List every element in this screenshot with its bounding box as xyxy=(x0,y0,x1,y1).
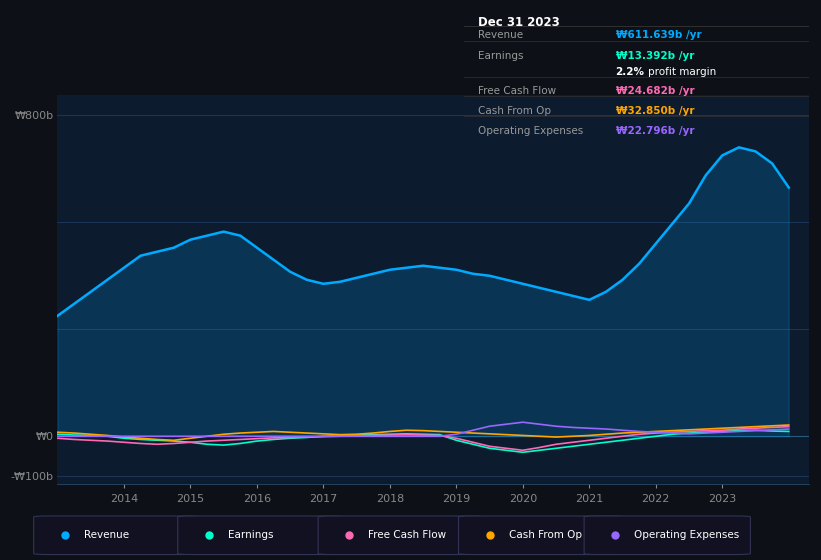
FancyBboxPatch shape xyxy=(319,516,484,554)
Text: ₩22.796b /yr: ₩22.796b /yr xyxy=(616,125,694,136)
Text: Revenue: Revenue xyxy=(84,530,129,540)
FancyBboxPatch shape xyxy=(458,516,625,554)
FancyBboxPatch shape xyxy=(585,516,750,554)
FancyBboxPatch shape xyxy=(178,516,344,554)
Text: Cash From Op: Cash From Op xyxy=(509,530,582,540)
Text: Earnings: Earnings xyxy=(228,530,273,540)
Text: Operating Expenses: Operating Expenses xyxy=(478,125,583,136)
Text: Free Cash Flow: Free Cash Flow xyxy=(369,530,447,540)
Text: Revenue: Revenue xyxy=(478,30,523,40)
Text: ₩611.639b /yr: ₩611.639b /yr xyxy=(616,30,701,40)
FancyBboxPatch shape xyxy=(34,516,200,554)
Text: 2.2%: 2.2% xyxy=(616,67,644,77)
Text: Earnings: Earnings xyxy=(478,52,523,61)
Text: Dec 31 2023: Dec 31 2023 xyxy=(478,16,559,29)
Text: Free Cash Flow: Free Cash Flow xyxy=(478,86,556,96)
Text: Operating Expenses: Operating Expenses xyxy=(635,530,740,540)
Text: ₩13.392b /yr: ₩13.392b /yr xyxy=(616,52,694,61)
Text: ₩24.682b /yr: ₩24.682b /yr xyxy=(616,86,695,96)
Text: ₩32.850b /yr: ₩32.850b /yr xyxy=(616,106,694,115)
Text: profit margin: profit margin xyxy=(649,67,717,77)
Text: Cash From Op: Cash From Op xyxy=(478,106,551,115)
